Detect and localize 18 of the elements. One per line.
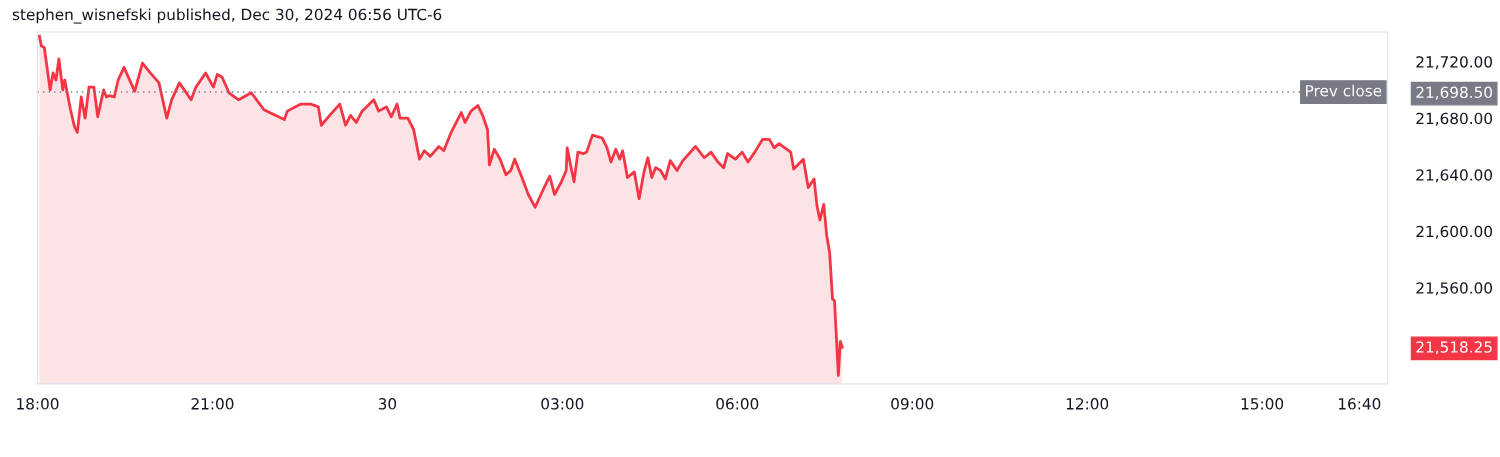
y-tick-label: 21,720.00: [1416, 56, 1493, 70]
y-tick-label: 21,518.25: [1416, 341, 1492, 355]
x-tick-label: 09:00: [891, 398, 934, 410]
x-tick-label: 16:40: [1338, 398, 1381, 410]
y-tick-label: 21,640.00: [1416, 169, 1493, 183]
y-tick-label: 21,600.00: [1416, 225, 1493, 239]
x-tick-label: 21:00: [191, 398, 234, 410]
x-tick-label: 03:00: [541, 398, 584, 410]
ref-line-label: Prev close: [1306, 84, 1382, 97]
x-tick-label: 15:00: [1241, 398, 1284, 410]
text: stephen_wisnefski published, Dec 30, 2024 06:56 UTC-6: [12, 8, 442, 24]
x-tick-label: 06:00: [716, 398, 759, 410]
y-tick-label: 21,698.50: [1416, 86, 1493, 100]
x-tick-label: 30: [378, 398, 397, 410]
x-tick-label: 12:00: [1066, 398, 1109, 410]
x-tick-label: 18:00: [17, 398, 59, 410]
y-tick-label: 21,560.00: [1416, 282, 1493, 296]
y-tick-label: 21,680.00: [1416, 112, 1493, 126]
